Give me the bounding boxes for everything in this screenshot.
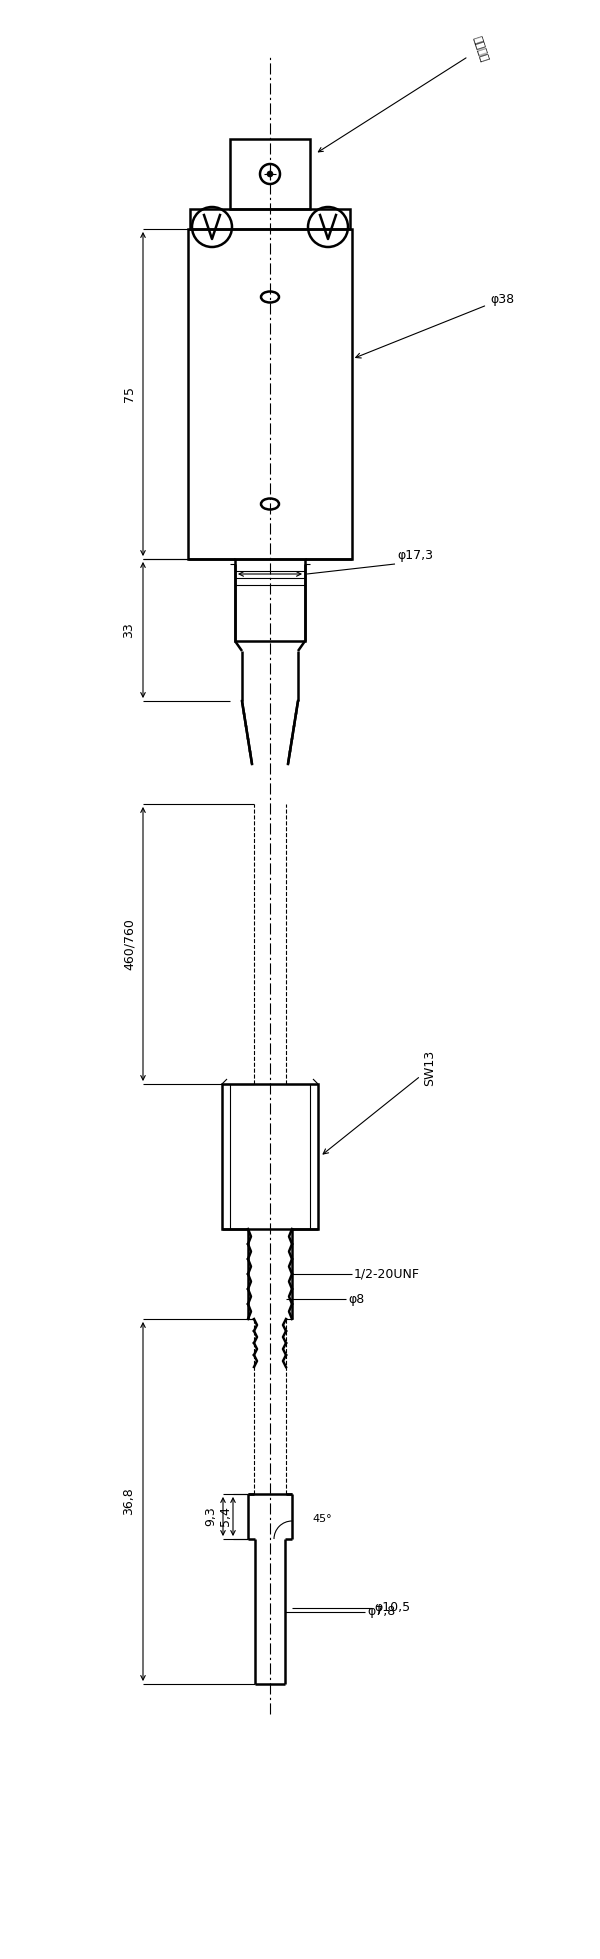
Text: φ17,3: φ17,3 [397, 549, 433, 562]
Bar [190, 210, 350, 229]
Text: 9,3: 9,3 [205, 1506, 218, 1526]
Bar [188, 229, 352, 558]
Text: SW13: SW13 [323, 1050, 437, 1154]
Text: 1/2-20UNF: 1/2-20UNF [354, 1267, 420, 1281]
Bar [235, 558, 305, 641]
Bar [222, 1083, 318, 1228]
Text: φ38: φ38 [356, 292, 514, 358]
Text: 36,8: 36,8 [122, 1487, 136, 1516]
Text: 玉米聯軒: 玉米聯軒 [319, 35, 489, 153]
Text: φ7,8: φ7,8 [367, 1604, 395, 1618]
Text: φ10,5: φ10,5 [374, 1602, 410, 1614]
Bar [230, 139, 310, 210]
Text: 5,4: 5,4 [218, 1506, 232, 1526]
Text: φ8: φ8 [348, 1293, 364, 1305]
Text: 75: 75 [122, 386, 136, 402]
Circle shape [267, 170, 273, 176]
Text: 33: 33 [122, 623, 136, 639]
Text: 45°: 45° [312, 1514, 332, 1524]
Text: 460/760: 460/760 [122, 919, 136, 970]
